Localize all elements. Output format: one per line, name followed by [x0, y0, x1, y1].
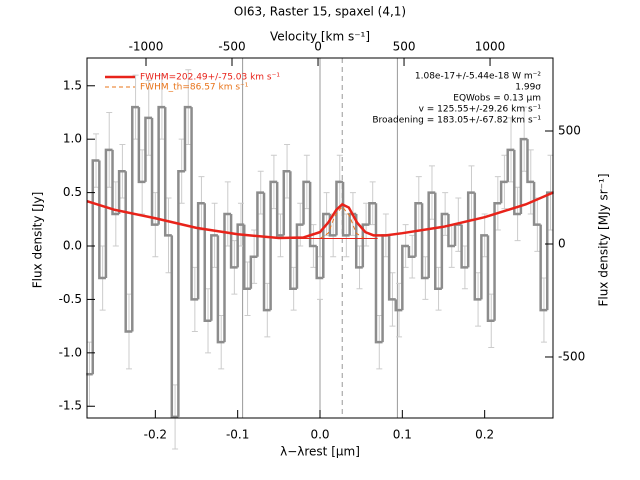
flux-step: [111, 149, 120, 216]
flux-step: [91, 159, 100, 375]
x-tick-label: 0.1: [393, 428, 412, 442]
flux-step: [341, 181, 350, 237]
flux-step: [210, 234, 218, 321]
flux-step: [216, 235, 225, 344]
flux-step: [434, 192, 442, 290]
flux-step: [223, 212, 232, 343]
flux-step: [387, 235, 396, 301]
x-tick-label: 0.2: [475, 428, 494, 442]
flux-step: [394, 299, 403, 312]
flux-step: [480, 234, 488, 300]
flux-step: [335, 180, 344, 236]
y2-tick-label: -500: [558, 349, 585, 363]
flux-step: [203, 203, 212, 323]
fit-line: [319, 205, 365, 239]
y2-tick-label: 500: [558, 123, 581, 137]
flux-step: [368, 202, 376, 225]
flux-step: [348, 212, 357, 236]
flux-step: [163, 107, 172, 237]
flux-step: [354, 213, 363, 269]
flux-step: [289, 171, 297, 290]
flux-step: [532, 181, 541, 226]
flux-step: [190, 107, 199, 301]
flux-step: [513, 149, 521, 216]
flux-step: [506, 148, 515, 182]
x-tick-label: -0.1: [226, 428, 249, 442]
y-tick-label: -0.5: [59, 292, 82, 306]
flux-step: [150, 117, 159, 226]
annotation: v = 125.55+/-29.26 km s⁻¹: [419, 105, 542, 115]
y-axis-label: Flux density [Jy]: [31, 192, 45, 289]
flux-step: [104, 148, 113, 279]
flux-step: [183, 105, 192, 172]
flux-step: [137, 107, 146, 184]
y2-axis-label: Flux density [MJy sr⁻¹]: [597, 173, 611, 306]
y2-tick-label: 0: [558, 236, 566, 250]
y-tick-label: -1.5: [59, 399, 82, 413]
legend-label: FWHM_th=86.57 km s⁻¹: [140, 83, 249, 93]
x2-tick-label: -1000: [129, 40, 164, 54]
flux-step: [236, 223, 245, 268]
flux-step: [144, 116, 153, 182]
x2-axis-label: Velocity [km s⁻¹]: [270, 30, 370, 44]
x-axis-label: λ−λrest [μm]: [280, 445, 360, 459]
flux-step: [493, 202, 502, 321]
x-tick-label: -0.2: [144, 428, 167, 442]
flux-step: [466, 191, 475, 268]
flux-step: [374, 203, 383, 344]
flux-step: [427, 191, 436, 279]
y-tick-label: -1.0: [59, 345, 82, 359]
flux-step: [229, 213, 238, 269]
flux-step: [440, 212, 449, 289]
y-tick-label: 1.5: [63, 78, 82, 92]
y-tick-label: 0.5: [63, 185, 82, 199]
flux-step: [401, 244, 409, 311]
x2-tick-label: 0: [314, 40, 322, 54]
flux-step: [420, 203, 429, 280]
flux-step: [539, 224, 548, 312]
x2-tick-label: -500: [218, 40, 245, 54]
flux-step: [262, 192, 271, 312]
flux-step: [519, 137, 528, 214]
flux-step: [499, 180, 508, 204]
flux-step: [131, 105, 139, 332]
flux-step: [295, 223, 304, 289]
flux-step: [124, 171, 133, 333]
flux-step: [170, 235, 179, 419]
flux-step: [526, 139, 535, 184]
x-tick-label: 0.0: [310, 428, 329, 442]
x2-tick-label: 1000: [475, 40, 506, 54]
flux-step: [460, 224, 469, 269]
flux-step: [243, 224, 251, 290]
annotation: EQWobs = 0.13 μm: [453, 94, 541, 104]
flux-step: [249, 255, 258, 289]
flux-step: [269, 180, 278, 311]
flux-step: [414, 202, 423, 257]
flux-step: [98, 160, 106, 280]
annotation: 1.99σ: [515, 83, 541, 93]
flux-step: [302, 180, 311, 225]
flux-step: [473, 192, 482, 301]
chart-title: OI63, Raster 15, spaxel (4,1): [234, 5, 406, 19]
flux-step: [117, 169, 126, 214]
y-tick-label: 0.0: [63, 239, 82, 253]
annotation: 1.08e-17+/-5.44e-18 W m⁻²: [415, 72, 542, 82]
flux-step: [486, 235, 495, 323]
flux-step: [407, 246, 416, 258]
flux-step: [361, 223, 370, 268]
legend-label: FWHM=202.49+/-75.03 km s⁻¹: [140, 73, 280, 83]
flux-step: [157, 105, 166, 225]
fit-line: [86, 191, 554, 240]
annotation: Broadening = 183.05+/-67.82 km s⁻¹: [372, 116, 541, 126]
flux-step: [282, 169, 291, 236]
flux-step: [196, 202, 205, 300]
flux-step: [308, 181, 317, 248]
y-tick-label: 1.0: [63, 132, 82, 146]
flux-step: [315, 246, 324, 280]
flux-step: [177, 169, 185, 417]
flux-step: [275, 181, 284, 237]
x2-tick-label: 500: [393, 40, 416, 54]
flux-step: [322, 212, 330, 279]
